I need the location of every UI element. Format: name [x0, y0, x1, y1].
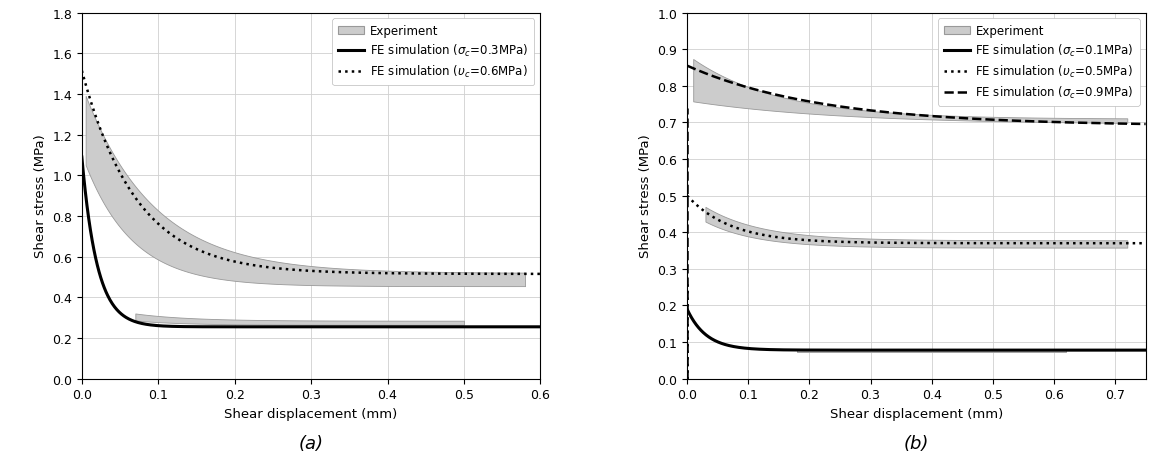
Text: (b): (b): [904, 433, 929, 451]
Legend: Experiment, FE simulation ($\sigma_c$=0.3MPa), FE simulation ($\upsilon_c$=0.6MP: Experiment, FE simulation ($\sigma_c$=0.…: [332, 19, 534, 86]
X-axis label: Shear displacement (mm): Shear displacement (mm): [224, 407, 397, 420]
Legend: Experiment, FE simulation ($\sigma_c$=0.1MPa), FE simulation ($\upsilon_c$=0.5MP: Experiment, FE simulation ($\sigma_c$=0.…: [938, 19, 1140, 106]
Y-axis label: Shear stress (MPa): Shear stress (MPa): [34, 134, 47, 258]
X-axis label: Shear displacement (mm): Shear displacement (mm): [830, 407, 1003, 420]
Text: (a): (a): [298, 433, 324, 451]
Y-axis label: Shear stress (MPa): Shear stress (MPa): [638, 134, 652, 258]
